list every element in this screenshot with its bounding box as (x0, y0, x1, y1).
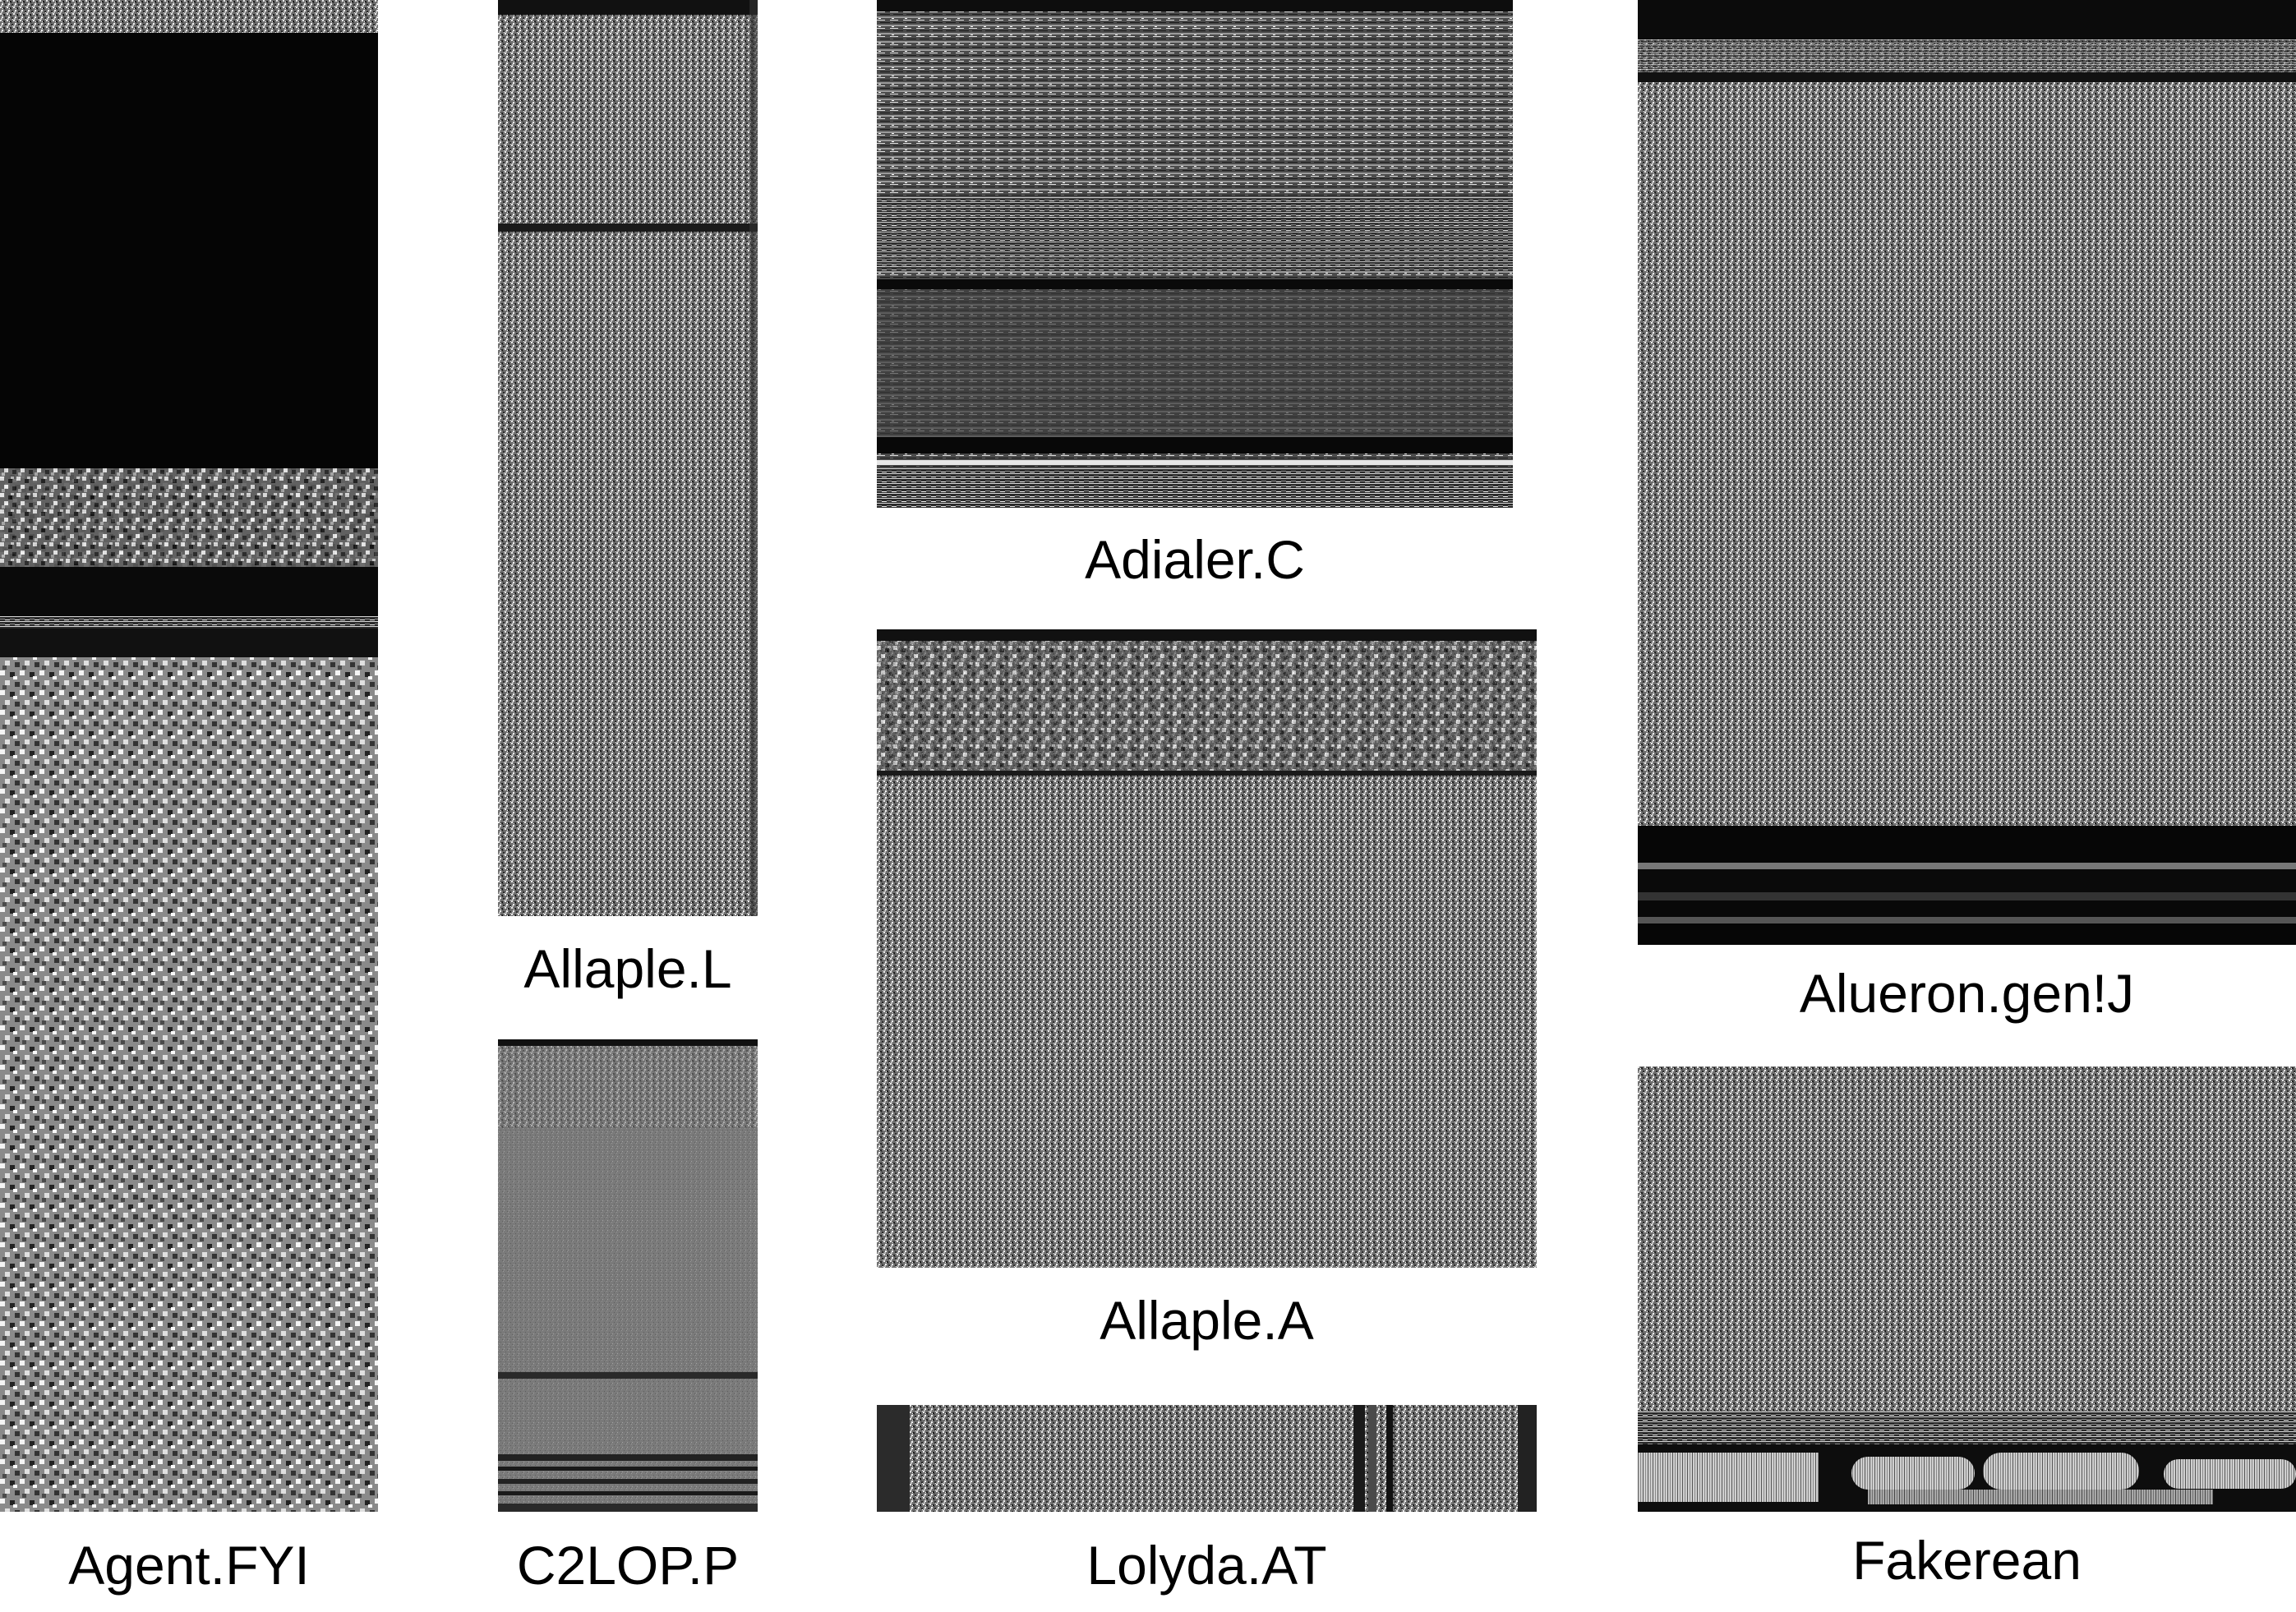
label-agent-fyi: Agent.FYI (68, 1535, 310, 1596)
malware-image-c2lop-p (498, 1039, 758, 1512)
label-c2lop-p: C2LOP.P (516, 1535, 740, 1596)
malware-image-agent-fyi (0, 0, 378, 1512)
label-lolyda-at: Lolyda.AT (1086, 1535, 1327, 1596)
malware-image-allaple-l (498, 0, 758, 916)
label-allaple-a: Allaple.A (1100, 1290, 1314, 1351)
label-adialer-c: Adialer.C (1085, 529, 1305, 590)
malware-image-fakerean (1638, 1066, 2296, 1512)
malware-image-lolyda-at (877, 1405, 1537, 1512)
label-allaple-l: Allaple.L (523, 938, 732, 999)
label-alueron-gen-j: Alueron.gen!J (1799, 963, 2135, 1024)
malware-image-adialer-c (877, 0, 1513, 508)
malware-image-allaple-a (877, 629, 1537, 1268)
label-fakerean: Fakerean (1852, 1530, 2082, 1591)
malware-image-alueron-gen-j (1638, 0, 2296, 945)
